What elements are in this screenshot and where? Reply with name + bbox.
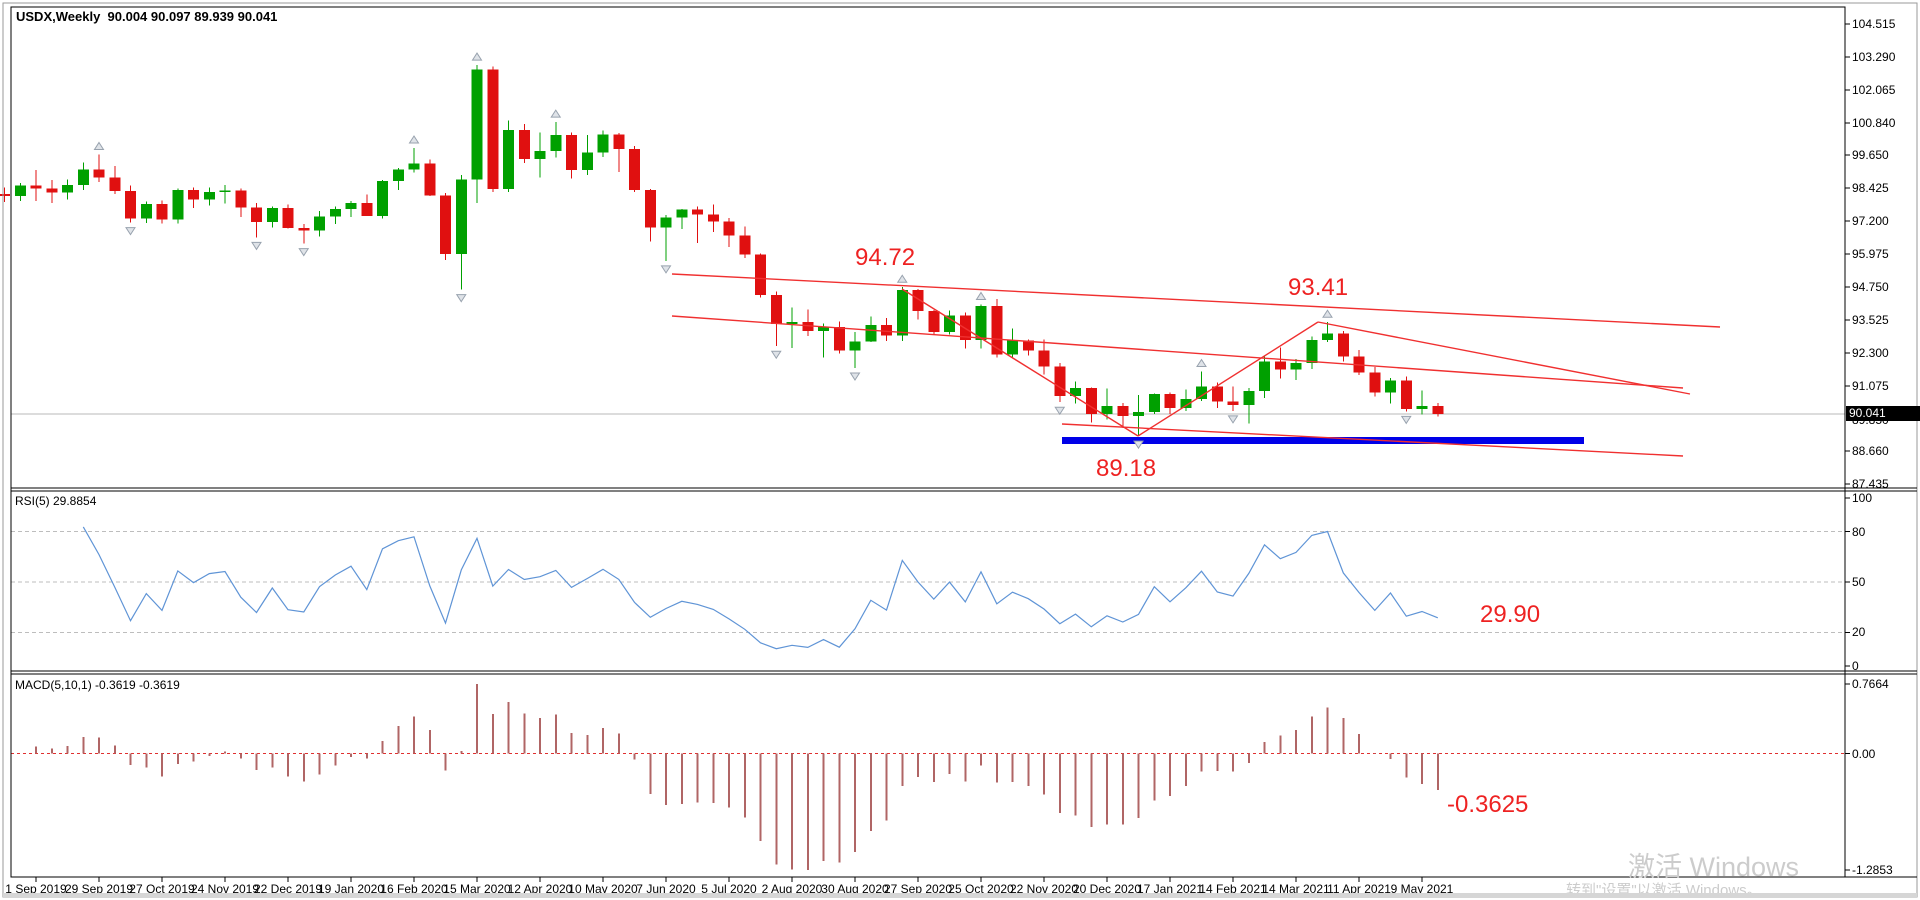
date-axis-label: 9 May 2021 xyxy=(1390,882,1454,896)
horizontal-scrollbar[interactable] xyxy=(3,893,1917,898)
date-axis-label: 16 Feb 2020 xyxy=(380,882,448,896)
price-axis-label: 100.840 xyxy=(1852,115,1896,130)
date-axis-label: 27 Sep 2020 xyxy=(883,882,953,896)
rsi-indicator-label: RSI(5) 29.8854 xyxy=(15,494,97,508)
date-axis-label: 17 Jan 2021 xyxy=(1136,882,1204,896)
price-axis-label: 88.660 xyxy=(1852,443,1889,458)
rsi-axis-label: 50 xyxy=(1852,575,1866,589)
price-annotation: 89.18 xyxy=(1096,455,1157,482)
price-axis-label: 98.425 xyxy=(1852,181,1889,195)
date-axis-label: 11 Apr 2021 xyxy=(1327,882,1391,896)
date-axis-label: 24 Nov 2019 xyxy=(190,882,260,896)
date-axis-label: 14 Feb 2021 xyxy=(1199,882,1267,896)
rsi-axis-label: 80 xyxy=(1852,524,1866,539)
date-axis-label: 12 Apr 2020 xyxy=(507,882,573,896)
rsi-axis-label: 0 xyxy=(1852,659,1859,673)
price-annotation: 93.41 xyxy=(1288,274,1349,301)
date-axis-label: 22 Dec 2019 xyxy=(253,882,323,896)
price-axis-label: 91.075 xyxy=(1852,378,1889,393)
date-axis-label: 5 Jul 2020 xyxy=(701,882,757,896)
symbol-ohlc-header: USDX,Weekly 90.004 90.097 89.939 90.041 xyxy=(16,9,278,24)
price-axis-label: 93.525 xyxy=(1852,312,1889,327)
date-axis-label: 29 Sep 2019 xyxy=(64,882,134,896)
price-axis-label: 103.290 xyxy=(1852,49,1896,64)
date-axis-label: 22 Nov 2020 xyxy=(1009,882,1079,896)
price-axis-label: 95.975 xyxy=(1852,246,1889,261)
price-axis-label: 87.435 xyxy=(1852,476,1889,491)
date-axis-label: 25 Oct 2020 xyxy=(948,882,1014,896)
windows-activation-watermark: 激活 Windows xyxy=(1628,852,1800,882)
price-annotation: -0.3625 xyxy=(1447,791,1529,818)
date-axis-label: 14 Mar 2021 xyxy=(1262,882,1330,896)
current-price-box: 90.041 xyxy=(1846,406,1920,421)
date-axis-label: 20 Dec 2020 xyxy=(1072,882,1142,896)
date-axis-label: 19 Jan 2020 xyxy=(317,882,385,896)
macd-axis-label: -1.2853 xyxy=(1852,863,1893,877)
price-axis-label: 94.750 xyxy=(1852,279,1889,294)
date-axis-label: 1 Sep 2019 xyxy=(5,882,67,896)
price-axis-label: 92.300 xyxy=(1852,345,1889,360)
price-axis-label: 104.515 xyxy=(1852,17,1896,31)
date-axis-label: 15 Mar 2020 xyxy=(443,882,511,896)
price-annotation: 94.72 xyxy=(855,244,916,271)
macd-indicator-label: MACD(5,10,1) -0.3619 -0.3619 xyxy=(15,678,180,692)
macd-axis-label: 0.00 xyxy=(1852,746,1876,761)
rsi-axis-label: 100 xyxy=(1852,491,1873,505)
date-axis-label: 2 Aug 2020 xyxy=(761,882,823,896)
date-axis-label: 10 May 2020 xyxy=(568,882,638,896)
macd-axis-label: 0.7664 xyxy=(1852,677,1889,691)
date-axis-label: 27 Oct 2019 xyxy=(129,882,195,896)
price-axis-label: 99.650 xyxy=(1852,148,1889,162)
price-annotation: 29.90 xyxy=(1480,601,1541,628)
price-axis-label: 102.065 xyxy=(1852,82,1896,97)
date-axis-label: 30 Aug 2020 xyxy=(821,882,889,896)
price-axis-label: 97.200 xyxy=(1852,213,1889,228)
date-axis-label: 7 Jun 2020 xyxy=(636,882,696,896)
rsi-axis-label: 20 xyxy=(1852,625,1866,640)
